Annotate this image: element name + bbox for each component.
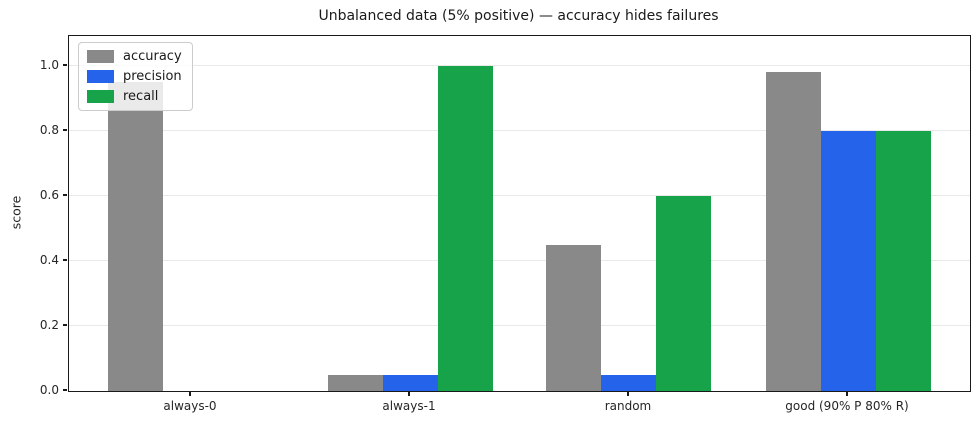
y-tick-label-0.6: 0.6 — [39, 187, 59, 202]
bar-recall-random — [656, 195, 712, 391]
y-tick-mark-1.0 — [63, 64, 67, 66]
y-tick-mark-0.8 — [63, 129, 67, 131]
y-tick-label-1.0: 1.0 — [39, 57, 59, 72]
gridline-y-0.2 — [69, 325, 970, 327]
bar-precision-always-1 — [382, 374, 438, 391]
x-tick-label-always-0: always-0 — [163, 399, 217, 413]
legend-swatch-precision — [87, 70, 114, 83]
x-tick-mark-always-1 — [408, 391, 410, 396]
bar-group-always-0 — [108, 36, 273, 391]
y-tick-label-0.8: 0.8 — [39, 122, 59, 137]
x-tick-mark-always-0 — [189, 391, 191, 396]
y-tick-mark-0.2 — [63, 324, 67, 326]
legend-label-recall: recall — [123, 89, 159, 104]
legend-item-accuracy: accuracy — [87, 49, 182, 64]
bar-accuracy-always-0 — [108, 82, 164, 391]
plot-area: accuracy precision recall — [68, 35, 971, 392]
legend-label-precision: precision — [123, 69, 182, 84]
gridline-y-0.4 — [69, 260, 970, 262]
legend-swatch-accuracy — [87, 50, 114, 63]
y-axis-label: score — [8, 195, 24, 230]
x-tick-mark-random — [627, 391, 629, 396]
bar-recall-always-1 — [437, 65, 493, 391]
legend: accuracy precision recall — [78, 42, 193, 111]
bar-group-good (90% P 80% R) — [765, 36, 931, 391]
gridline-y-1.0 — [69, 65, 970, 67]
y-tick-label-0.2: 0.2 — [39, 317, 59, 332]
y-tick-mark-0.0 — [63, 389, 67, 391]
bar-accuracy-random — [546, 244, 602, 391]
chart-title: Unbalanced data (5% positive) — accuracy… — [318, 8, 719, 24]
bar-precision-random — [601, 374, 657, 391]
bar-group-random — [546, 36, 712, 391]
x-tick-label-always-1: always-1 — [382, 399, 436, 413]
legend-item-precision: precision — [87, 69, 182, 84]
bar-accuracy-always-1 — [327, 374, 383, 391]
legend-item-recall: recall — [87, 89, 182, 104]
bar-accuracy-good (90% P 80% R) — [765, 72, 821, 391]
x-tick-mark-good (90% P 80% R) — [846, 391, 848, 396]
bar-recall-good (90% P 80% R) — [875, 130, 931, 391]
y-tick-mark-0.4 — [63, 259, 67, 261]
y-tick-label-0.0: 0.0 — [39, 383, 59, 397]
y-tick-mark-0.6 — [63, 194, 67, 196]
x-tick-label-random: random — [604, 399, 652, 413]
bar-group-always-1 — [327, 36, 493, 391]
legend-label-accuracy: accuracy — [123, 49, 182, 64]
gridline-y-0.8 — [69, 130, 970, 132]
bar-precision-good (90% P 80% R) — [820, 130, 876, 391]
legend-swatch-recall — [87, 90, 114, 103]
gridline-y-0.6 — [69, 195, 970, 197]
y-tick-label-0.4: 0.4 — [39, 252, 59, 267]
x-tick-label-good (90% P 80% R): good (90% P 80% R) — [785, 399, 909, 413]
